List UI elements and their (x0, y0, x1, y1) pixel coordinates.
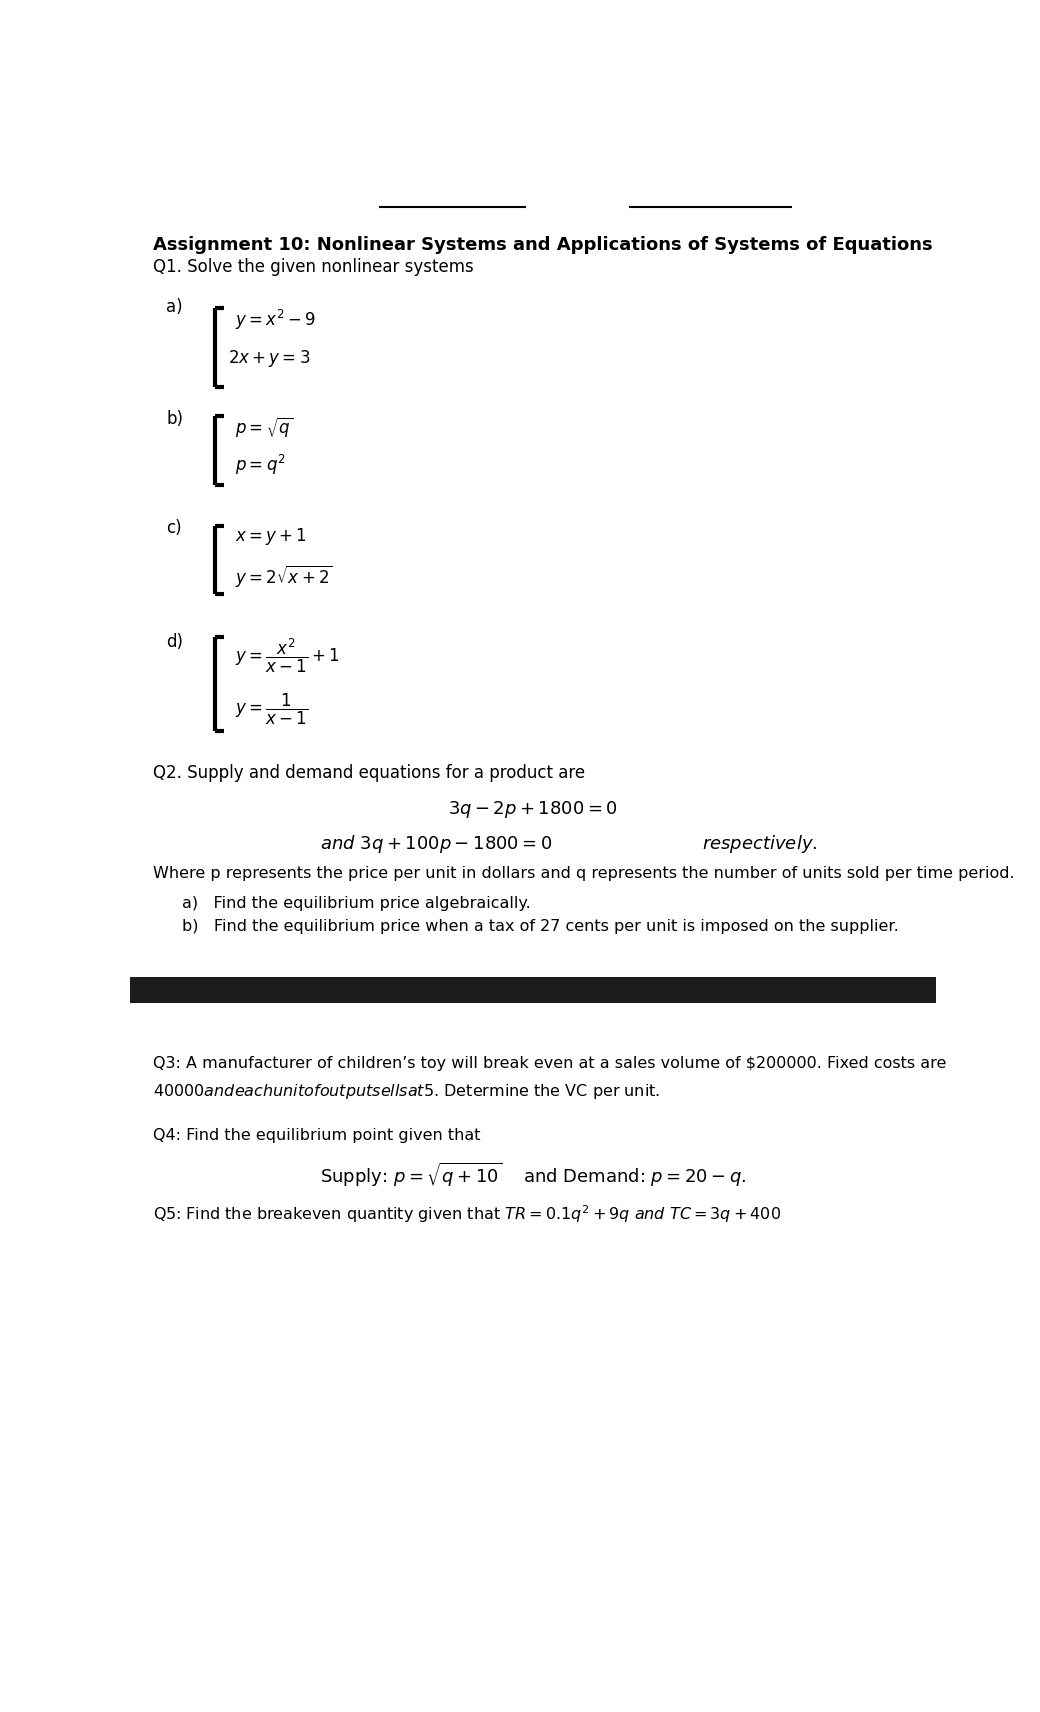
Text: $y = \dfrac{x^2}{x-1} + 1$: $y = \dfrac{x^2}{x-1} + 1$ (235, 637, 340, 675)
Text: Assignment 10: Nonlinear Systems and Applications of Systems of Equations: Assignment 10: Nonlinear Systems and App… (153, 236, 932, 253)
Text: $\mathit{and}\ 3q + 100p - 1800 = 0$: $\mathit{and}\ 3q + 100p - 1800 = 0$ (320, 834, 552, 854)
Bar (130, 976, 936, 1003)
Text: Q1. Solve the given nonlinear systems: Q1. Solve the given nonlinear systems (153, 259, 473, 276)
Text: b): b) (166, 409, 183, 428)
Text: Q2. Supply and demand equations for a product are: Q2. Supply and demand equations for a pr… (153, 764, 584, 782)
Text: $y = \dfrac{1}{x-1}$: $y = \dfrac{1}{x-1}$ (235, 692, 308, 728)
Text: $2x + y = 3$: $2x + y = 3$ (229, 348, 311, 368)
Text: $p = q^2$: $p = q^2$ (235, 454, 285, 478)
Text: Q4: Find the equilibrium point given that: Q4: Find the equilibrium point given tha… (153, 1128, 480, 1144)
Text: $y = 2\sqrt{x + 2}$: $y = 2\sqrt{x + 2}$ (235, 563, 333, 589)
Text: $p = \sqrt{q}$: $p = \sqrt{q}$ (235, 416, 293, 440)
Text: b)   Find the equilibrium price when a tax of 27 cents per unit is imposed on th: b) Find the equilibrium price when a tax… (182, 919, 900, 933)
Text: $y = x^2 - 9$: $y = x^2 - 9$ (235, 308, 316, 332)
Text: Supply: $p = \sqrt{q + 10}$    and Demand: $p = 20 - q.$: Supply: $p = \sqrt{q + 10}$ and Demand: … (319, 1161, 747, 1190)
Text: Where p represents the price per unit in dollars and q represents the number of : Where p represents the price per unit in… (153, 866, 1014, 882)
Text: c): c) (166, 519, 182, 538)
Text: Q5: Find the breakeven quantity given that $TR = 0.1q^2 + 9q$ $\mathit{and}$ $TC: Q5: Find the breakeven quantity given th… (153, 1204, 781, 1226)
Text: $\mathit{respectively.}$: $\mathit{respectively.}$ (702, 834, 817, 854)
Text: $3q - 2p + 1800 = 0$: $3q - 2p + 1800 = 0$ (448, 800, 618, 820)
Text: a): a) (166, 298, 183, 315)
Text: a)   Find the equilibrium price algebraically.: a) Find the equilibrium price algebraica… (182, 895, 531, 911)
Text: Q3: A manufacturer of children’s toy will break even at a sales volume of $20000: Q3: A manufacturer of children’s toy wil… (153, 1056, 946, 1070)
Text: d): d) (166, 632, 183, 651)
Text: $40000 and each unit of output sells at $5. Determine the VC per unit.: $40000 and each unit of output sells at … (153, 1082, 659, 1101)
Text: $x = y + 1$: $x = y + 1$ (235, 526, 307, 546)
